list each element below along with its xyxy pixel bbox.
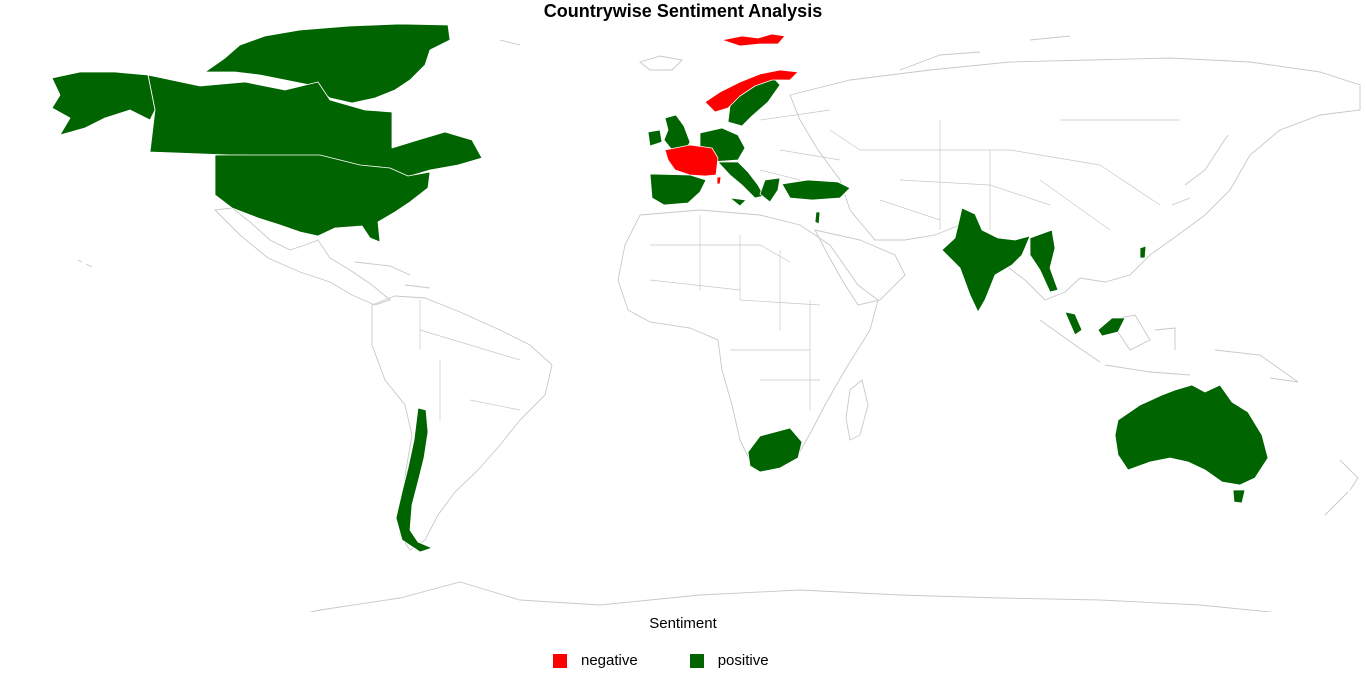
- region-chile[interactable]: Chile: [395, 407, 433, 553]
- coast-indonesia: [1039, 314, 1299, 383]
- region-israel[interactable]: Israel: [814, 211, 821, 225]
- region-norway[interactable]: Norway: [704, 69, 799, 113]
- borders-south-america: [419, 300, 521, 420]
- region-svalbard[interactable]: Svalbard: [721, 33, 786, 47]
- coast-africa: [617, 209, 879, 466]
- legend: negative positive: [553, 652, 769, 669]
- region-france[interactable]: France: [664, 144, 719, 177]
- coast-eurasia: [789, 57, 1361, 301]
- region-malaysia[interactable]: Malaysia: [1064, 311, 1126, 337]
- coast-hawaii: [77, 259, 93, 268]
- sentiment-regions: Greenland Canada Alaska United States Un…: [51, 23, 1269, 553]
- region-turkey[interactable]: Turkey: [781, 179, 851, 201]
- coast-antarctica: [308, 581, 1275, 612]
- coast-caribbean: [354, 261, 431, 289]
- legend-label-positive: positive: [717, 652, 769, 669]
- legend-swatch-positive: [689, 653, 704, 668]
- coast-iceland: [639, 55, 683, 71]
- region-corsica[interactable]: Corsica: [716, 176, 722, 185]
- region-south-africa[interactable]: South Africa: [747, 427, 803, 473]
- coast-arabia: [814, 229, 906, 306]
- region-greece[interactable]: Greece: [759, 177, 781, 203]
- chart-title: Countrywise Sentiment Analysis: [543, 1, 823, 21]
- base-borders: [419, 109, 1180, 420]
- coast-new-zealand: [1324, 459, 1359, 516]
- region-myanmar[interactable]: Myanmar: [1029, 229, 1059, 293]
- region-spain[interactable]: Spain: [649, 173, 707, 206]
- region-greenland[interactable]: Greenland: [204, 23, 451, 104]
- coast-arctic-islands: [499, 35, 1071, 71]
- coast-south-america: [371, 295, 553, 551]
- legend-title: Sentiment: [649, 615, 717, 632]
- legend-item-positive: positive: [689, 652, 769, 669]
- region-united-kingdom[interactable]: United Kingdom: [663, 114, 691, 151]
- region-australia[interactable]: Australia: [1114, 384, 1269, 486]
- legend-item-negative: negative: [553, 652, 638, 669]
- region-united-states[interactable]: United States: [214, 154, 431, 243]
- region-ireland[interactable]: Ireland: [647, 129, 663, 147]
- region-india[interactable]: India: [941, 207, 1031, 313]
- world-map: Greenland Canada Alaska United States Un…: [51, 23, 1361, 612]
- borders-europe: [759, 109, 861, 181]
- borders-africa: [649, 215, 821, 410]
- legend-label-negative: negative: [581, 652, 638, 669]
- legend-swatch-negative: [553, 653, 567, 668]
- coast-japan: [1171, 134, 1229, 206]
- coast-madagascar: [845, 379, 869, 441]
- region-italy[interactable]: Italy: [717, 161, 765, 207]
- region-tasmania[interactable]: Tasmania: [1232, 489, 1246, 504]
- borders-asia: [860, 119, 1180, 231]
- region-south-korea[interactable]: South Korea: [1139, 245, 1147, 259]
- coast-mexico-central-america: [214, 207, 391, 306]
- region-alaska[interactable]: Alaska: [51, 71, 156, 136]
